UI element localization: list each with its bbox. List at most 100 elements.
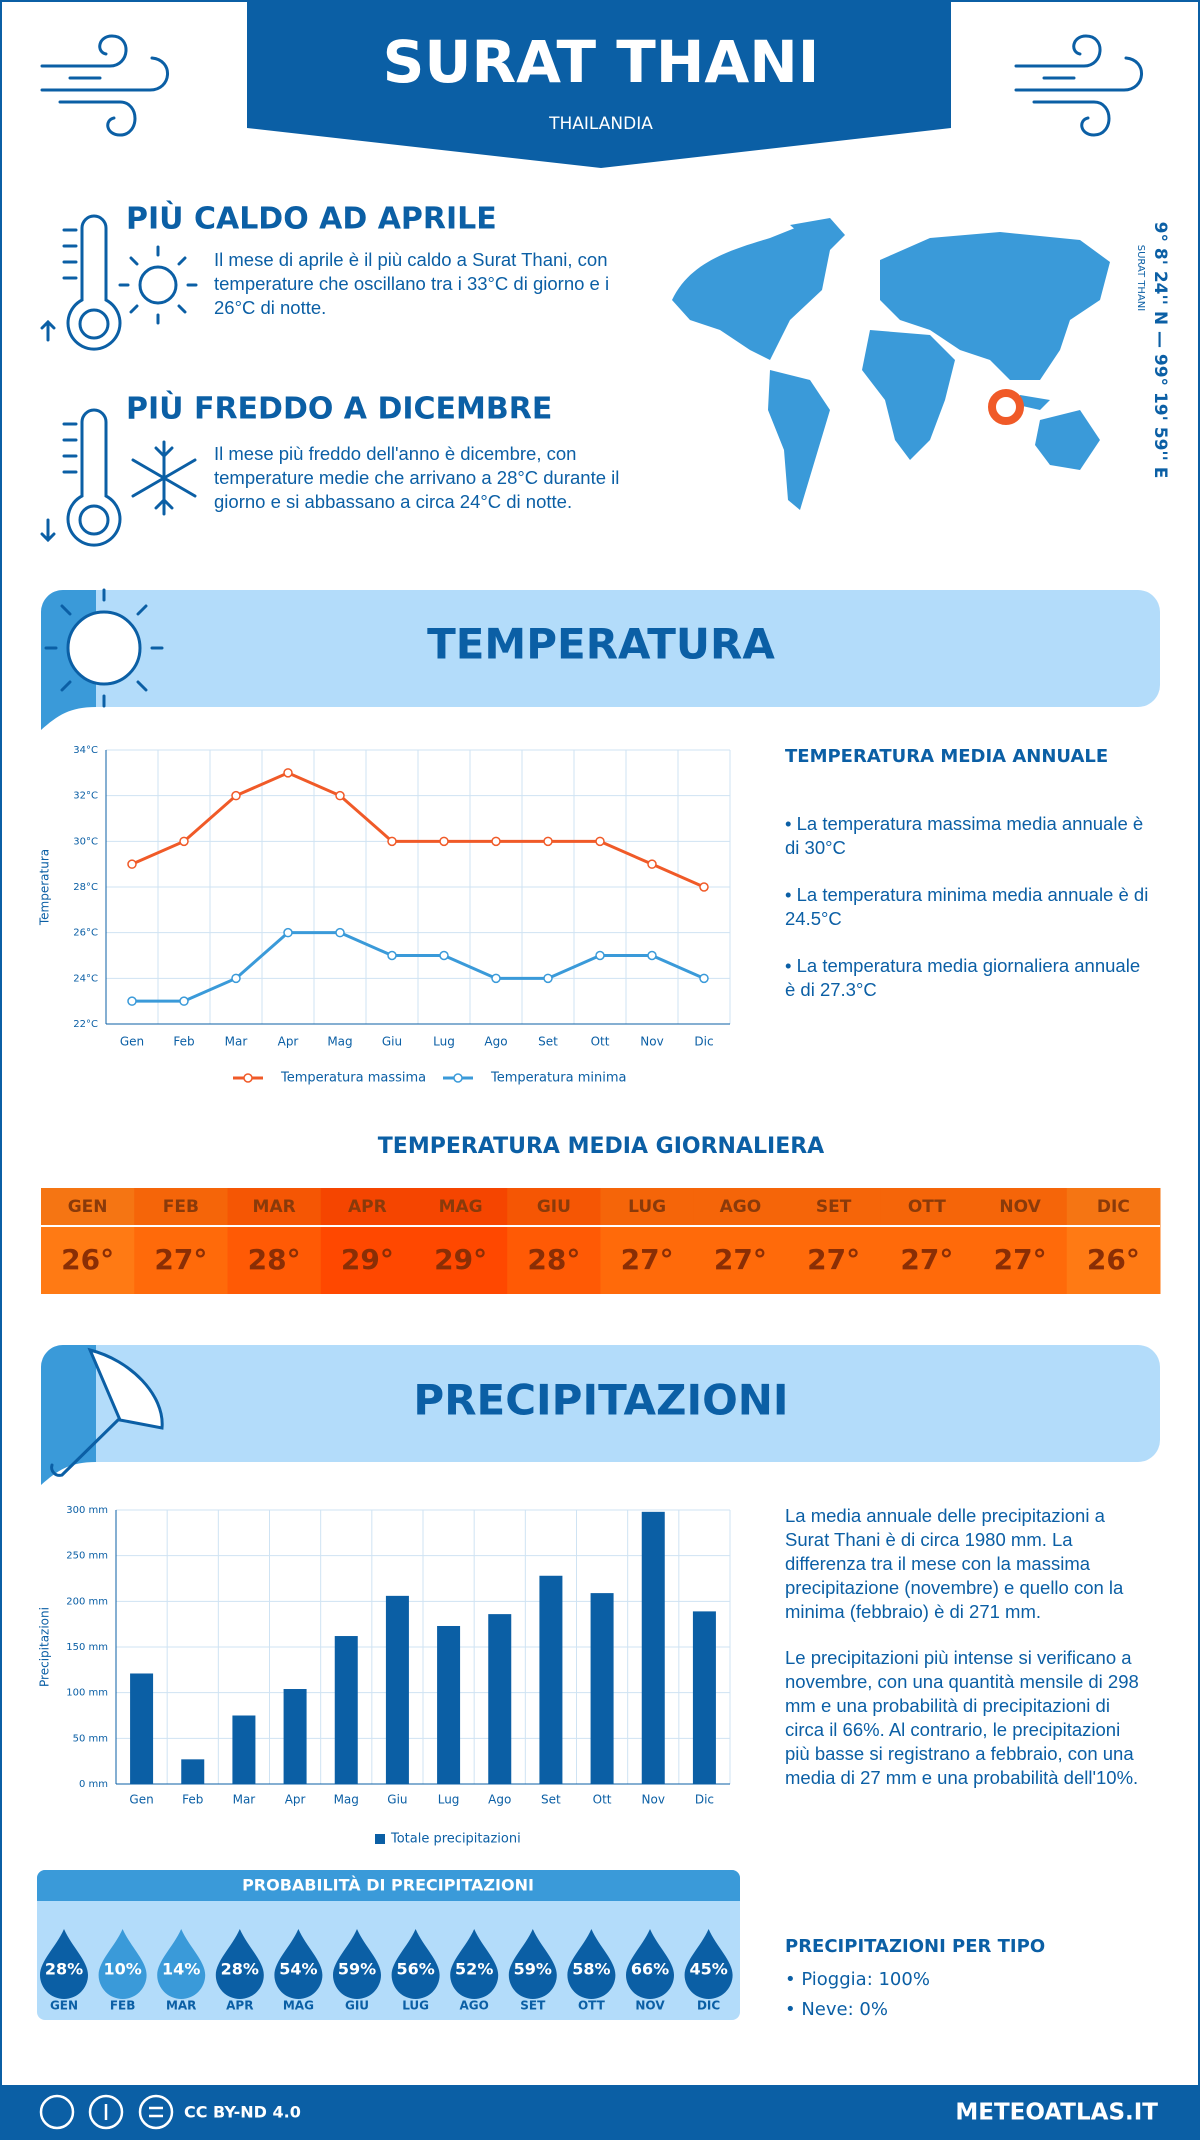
y-axis-label: Temperatura xyxy=(38,849,52,926)
daily-cell xyxy=(1066,1188,1161,1294)
daily-cell xyxy=(507,1188,601,1294)
y-tick-label: 32°C xyxy=(73,791,98,802)
bar xyxy=(590,1593,614,1784)
x-tick-label: Ott xyxy=(593,1793,612,1807)
x-tick-label: Nov xyxy=(640,1035,663,1049)
daily-cell xyxy=(414,1188,508,1294)
x-tick-label: Feb xyxy=(173,1035,194,1049)
legend-label: Temperatura minima xyxy=(490,1071,627,1086)
header-band xyxy=(247,0,951,168)
daily-head xyxy=(134,1188,228,1225)
drop xyxy=(274,1929,323,2000)
x-tick-label: Nov xyxy=(642,1793,665,1807)
point xyxy=(647,859,657,869)
daily-value: 26° xyxy=(1087,1243,1140,1276)
y-tick-label: 250 mm xyxy=(66,1551,108,1562)
x-tick-label: Apr xyxy=(278,1035,299,1049)
drop-month: FEB xyxy=(110,1999,136,2013)
y-tick-label: 0 mm xyxy=(79,1779,108,1790)
drop-label: 56% xyxy=(396,1960,434,1979)
daily-value: 26° xyxy=(61,1243,114,1276)
drop-label: 45% xyxy=(689,1960,727,1979)
daily-month: NOV xyxy=(999,1197,1041,1217)
coordinates: 9° 8' 24'' N — 99° 19' 59'' E xyxy=(1150,222,1170,479)
y-tick-label: 26°C xyxy=(73,928,98,939)
drop xyxy=(508,1929,557,2000)
line xyxy=(131,771,705,889)
probability-drops: 28% GEN 10% FEB 14% MAR 28% APR 54% MAG 59% GIU 56% L… xyxy=(40,1929,733,2013)
point xyxy=(283,768,293,778)
drop-label: 52% xyxy=(455,1960,493,1979)
daily-head xyxy=(320,1188,415,1225)
location-marker xyxy=(988,389,1024,425)
daily-head xyxy=(507,1188,601,1225)
x-tick-label: Set xyxy=(541,1793,561,1807)
drop-label: 10% xyxy=(103,1960,141,1979)
y-axis-label: Precipitazioni xyxy=(38,1607,52,1687)
daily-cell xyxy=(134,1188,228,1294)
drop-month: GIU xyxy=(345,1999,369,2013)
x-tick-label: Giu xyxy=(382,1035,402,1049)
drop-month: NOV xyxy=(635,1999,665,2013)
precip-paragraph: Le precipitazioni più intense si verific… xyxy=(785,1647,1139,1788)
bar xyxy=(488,1614,512,1784)
banner-corner xyxy=(41,1345,96,1485)
drop-label: 66% xyxy=(631,1960,669,1979)
daily-cell xyxy=(600,1188,695,1294)
site: METEOATLAS.IT xyxy=(955,2100,1158,2126)
daily-value: 27° xyxy=(154,1243,207,1276)
y-tick-label: 28°C xyxy=(73,882,98,893)
sun-icon xyxy=(44,588,164,708)
drop xyxy=(40,1929,88,1999)
type-item: • Pioggia: 100% xyxy=(785,1969,930,1990)
y-tick-label: 34°C xyxy=(73,745,98,756)
point xyxy=(179,996,189,1006)
y-tick-label: 22°C xyxy=(73,1019,98,1030)
point xyxy=(387,836,397,847)
daily-month: GIU xyxy=(537,1197,571,1217)
y-tick-label: 100 mm xyxy=(66,1688,108,1699)
bar xyxy=(692,1611,716,1784)
daily-month: OTT xyxy=(908,1197,946,1217)
footer xyxy=(0,2085,1200,2140)
x-tick-label: Ago xyxy=(484,1035,507,1049)
point xyxy=(127,996,137,1006)
drop xyxy=(157,1929,206,2000)
drop-month: LUG xyxy=(402,1999,429,2013)
drop-label: 14% xyxy=(162,1960,200,1979)
daily-head xyxy=(414,1188,508,1225)
daily-head xyxy=(41,1188,135,1225)
drop-month: SET xyxy=(520,1999,546,2013)
bar xyxy=(181,1759,205,1784)
umbrella-icon xyxy=(50,1347,164,1477)
x-tick-label: Mar xyxy=(225,1035,248,1049)
y-tick-label: 50 mm xyxy=(73,1733,108,1744)
point xyxy=(647,950,657,961)
daily-head xyxy=(973,1188,1068,1225)
daily-month: FEB xyxy=(163,1197,199,1217)
daily-value: 27° xyxy=(714,1243,767,1276)
drop-label: 58% xyxy=(572,1960,610,1979)
x-tick-label: Mar xyxy=(233,1793,256,1807)
x-tick-label: Lug xyxy=(438,1793,460,1807)
point xyxy=(699,973,709,984)
daily-cell xyxy=(880,1188,974,1294)
line xyxy=(132,931,705,1003)
daily-month: MAG xyxy=(439,1197,483,1217)
precip-paragraph: La media annuale delle precipitazioni a … xyxy=(785,1505,1124,1622)
x-tick-label: Ago xyxy=(488,1793,511,1807)
drop-label: 28% xyxy=(45,1960,83,1979)
wind-icon xyxy=(1014,34,1143,137)
drop xyxy=(98,1929,147,2000)
annual-point: • La temperatura minima media annuale è … xyxy=(785,884,1149,929)
x-tick-label: Gen xyxy=(120,1035,144,1049)
x-tick-label: Ott xyxy=(591,1035,610,1049)
bar xyxy=(334,1636,358,1784)
point xyxy=(543,836,553,847)
drop-month: DIC xyxy=(697,1999,720,2013)
bar xyxy=(232,1715,256,1784)
daily-cell xyxy=(320,1188,415,1294)
annual-title: TEMPERATURA MEDIA ANNUALE xyxy=(785,746,1108,767)
section-title: PRECIPITAZIONI xyxy=(413,1376,788,1425)
